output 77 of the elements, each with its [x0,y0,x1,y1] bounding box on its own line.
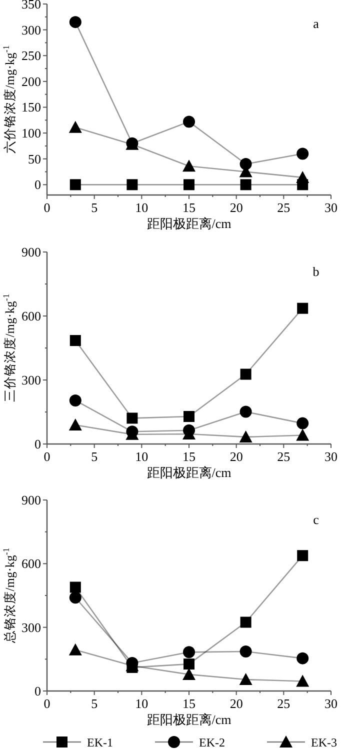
x-tick-label: 25 [277,696,290,711]
point [240,179,252,190]
annotation: a [313,16,320,31]
point [184,658,194,670]
point [182,160,196,172]
y-tick-label: 0 [34,684,41,698]
point [297,302,308,314]
y-tick-label: 900 [22,492,41,508]
point [239,673,252,686]
y-tick-label: 250 [22,48,41,64]
y-tick-label: 350 [22,0,41,12]
point [297,179,308,190]
point [68,120,82,133]
x-tick-label: 20 [230,696,243,711]
y-tick-label: 600 [22,308,41,324]
point [296,417,309,430]
point [296,652,309,664]
y-tick-label: 50 [28,151,41,166]
legend-label: EK-1 [87,736,113,750]
x-tick-label: 5 [91,696,98,711]
x-tick-label: 30 [324,200,338,215]
point [69,394,82,406]
point [240,368,252,380]
point [183,424,195,436]
point [240,158,252,170]
x-tick-label: 15 [182,696,196,711]
y-tick-label: 200 [22,74,41,89]
x-tick-label: 20 [230,200,243,215]
x-axis-title: 距阳极距离/cm [146,216,232,231]
point [69,592,82,604]
x-axis-title: 距阳极距离/cm [146,712,232,727]
y-tick-label: 300 [22,22,41,38]
x-tick-label: 5 [91,449,98,464]
point [69,16,82,28]
y-tick-label: 0 [34,436,41,452]
point [126,412,138,424]
x-axis-title: 距阳极距离/cm [146,465,232,480]
x-tick-label: 30 [324,449,338,464]
point [240,616,252,628]
point [296,428,310,441]
point [184,410,194,422]
x-tick-label: 10 [135,200,148,215]
point [184,179,194,190]
legend-label: EK-2 [199,736,225,750]
y-tick-label: 150 [22,100,41,115]
y-tick-label: 600 [22,556,41,572]
x-tick-label: 20 [230,449,243,464]
point [183,646,195,658]
point [296,674,310,687]
x-tick-label: 15 [182,200,196,215]
y-tick-label: 0 [34,177,41,192]
x-tick-label: 10 [135,696,148,711]
x-tick-label: 25 [277,449,290,464]
annotation: c [313,512,320,527]
x-tick-label: 30 [324,696,338,711]
x-tick-label: 5 [91,200,98,215]
point [68,643,82,656]
x-tick-label: 15 [182,449,196,464]
legend-label: EK-3 [311,736,337,750]
y-tick-label: 300 [22,372,41,388]
x-tick-label: 25 [277,200,290,215]
x-tick-label: 10 [135,449,148,464]
y-tick-label: 900 [22,244,41,260]
point [70,179,81,190]
point [126,179,138,190]
point [240,406,252,418]
point [239,430,252,442]
point [297,550,308,562]
point [70,582,81,593]
point [240,646,252,658]
point [70,335,81,346]
point [68,418,82,431]
point [296,148,309,160]
y-tick-label: 300 [22,620,41,635]
annotation: b [312,264,320,279]
y-tick-label: 100 [22,126,41,141]
point [183,116,195,128]
